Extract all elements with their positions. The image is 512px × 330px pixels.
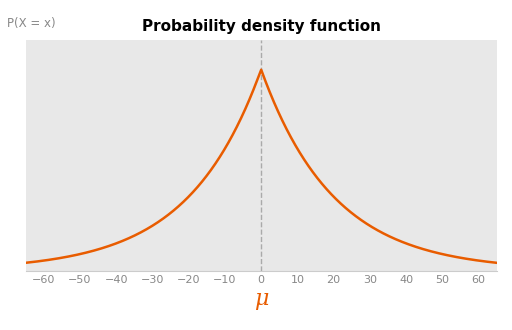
Text: P(X = x): P(X = x) (7, 17, 55, 30)
Title: Probability density function: Probability density function (142, 19, 380, 34)
X-axis label: μ: μ (254, 288, 268, 310)
